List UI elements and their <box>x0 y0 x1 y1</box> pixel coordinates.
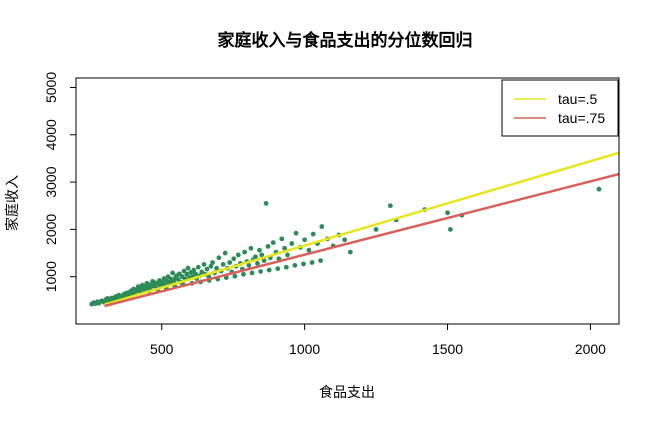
scatter-points <box>89 186 602 307</box>
data-point <box>289 241 295 246</box>
data-point <box>185 265 191 271</box>
legend-label-tau-05: tau=.5 <box>558 91 598 107</box>
data-point <box>387 203 393 209</box>
chart-title: 家庭收入与食品支出的分位数回归 <box>218 30 473 51</box>
data-point <box>235 252 241 258</box>
data-point <box>596 186 602 192</box>
data-point <box>257 247 262 253</box>
x-axis: 500 1000 1500 2000 <box>150 323 606 357</box>
data-point <box>222 250 228 256</box>
data-point <box>242 249 248 255</box>
x-tick-label: 500 <box>150 341 174 357</box>
x-tick-label: 2000 <box>575 341 606 357</box>
data-point <box>266 267 272 273</box>
data-point <box>342 237 348 243</box>
data-point <box>270 240 276 246</box>
data-point <box>193 271 198 277</box>
data-point <box>279 236 285 242</box>
x-tick-label: 1500 <box>432 341 463 357</box>
data-point <box>232 273 238 279</box>
data-point <box>204 266 210 272</box>
data-point <box>181 268 187 274</box>
data-point <box>220 261 226 267</box>
y-tick-label: 4000 <box>43 119 59 150</box>
data-point <box>255 261 260 266</box>
data-point <box>285 252 290 258</box>
y-axis-title: 家庭收入 <box>4 175 21 231</box>
data-point <box>170 270 175 276</box>
y-tick-label: 1000 <box>43 261 59 292</box>
data-point <box>223 275 229 281</box>
data-point <box>201 261 207 267</box>
regression-line-1 <box>104 172 620 308</box>
data-point <box>231 256 237 262</box>
data-point <box>309 260 315 265</box>
data-point <box>248 245 254 251</box>
x-tick-label: 1000 <box>289 341 320 357</box>
data-point <box>373 226 379 232</box>
data-point <box>275 266 281 272</box>
data-point <box>306 247 312 253</box>
data-point <box>227 260 233 265</box>
legend-box <box>501 79 619 137</box>
data-point <box>261 258 267 264</box>
y-tick-label: 2000 <box>43 214 59 245</box>
data-point <box>210 260 216 265</box>
data-point <box>214 265 220 271</box>
data-point <box>282 245 288 251</box>
data-point <box>208 263 214 269</box>
data-point <box>195 264 201 270</box>
data-point <box>184 271 190 277</box>
data-point <box>216 255 222 261</box>
data-point <box>263 200 269 206</box>
data-point <box>241 271 246 277</box>
data-point <box>191 267 197 273</box>
data-point <box>292 262 298 268</box>
legend-label-tau-075: tau=.75 <box>558 110 605 126</box>
data-point <box>246 262 252 268</box>
data-point <box>249 270 255 276</box>
y-tick-label: 5000 <box>43 72 59 103</box>
data-point <box>319 224 325 229</box>
data-point <box>318 258 324 264</box>
regression-lines <box>104 151 620 308</box>
data-point <box>301 261 306 267</box>
data-point <box>100 299 106 305</box>
data-point <box>293 230 299 236</box>
data-point <box>253 254 258 260</box>
data-point <box>105 296 110 301</box>
data-point <box>265 244 271 249</box>
y-tick-label: 3000 <box>43 166 59 197</box>
data-point <box>112 295 118 300</box>
data-point <box>302 237 308 243</box>
legend: tau=.5 tau=.75 <box>501 79 619 137</box>
data-point <box>259 252 265 258</box>
data-point <box>347 249 353 255</box>
data-point <box>283 264 289 270</box>
data-point <box>310 231 316 237</box>
data-point <box>447 226 453 232</box>
data-point <box>258 269 264 274</box>
data-point <box>199 269 205 275</box>
x-axis-title: 食品支出 <box>319 384 375 401</box>
data-point <box>445 210 450 216</box>
y-axis: 1000 2000 3000 4000 5000 <box>43 72 77 292</box>
regression-line-0 <box>104 151 620 306</box>
